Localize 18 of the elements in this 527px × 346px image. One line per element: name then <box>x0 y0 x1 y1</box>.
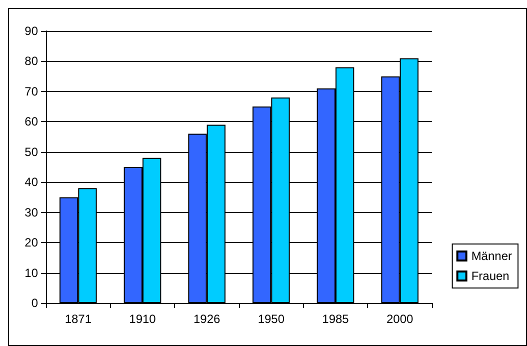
legend-label: Männer <box>471 249 512 263</box>
x-tick-label: 1910 <box>129 312 156 326</box>
y-tick-label: 20 <box>24 236 38 250</box>
y-tick-label: 0 <box>31 296 38 310</box>
x-tick-label: 1950 <box>258 312 285 326</box>
y-tick-label: 30 <box>24 205 38 220</box>
y-tick-label: 80 <box>24 54 38 68</box>
y-tick-label: 70 <box>24 84 38 98</box>
y-tick-label: 60 <box>24 114 38 129</box>
y-tick-label: 10 <box>24 266 38 280</box>
y-tick-label: 40 <box>24 175 38 190</box>
x-tick-label: 2000 <box>386 312 414 326</box>
x-tick-label: 1926 <box>193 312 221 326</box>
y-tick-label: 50 <box>24 144 38 159</box>
y-tick-label: 90 <box>24 24 38 38</box>
x-tick-label: 1871 <box>64 312 92 326</box>
legend-label: Frauen <box>471 269 510 283</box>
x-tick-label: 1985 <box>322 312 350 326</box>
